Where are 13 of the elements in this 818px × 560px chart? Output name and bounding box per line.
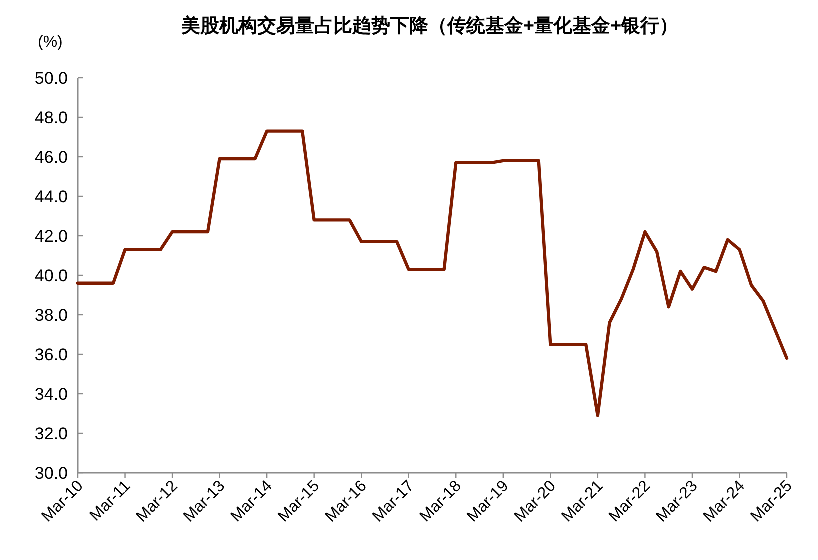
y-tick-label: 30.0 bbox=[34, 464, 68, 483]
y-tick-label: 48.0 bbox=[34, 108, 68, 128]
y-tick-label: 32.0 bbox=[34, 424, 68, 444]
y-tick-label: 34.0 bbox=[34, 385, 68, 404]
y-tick-label: 50.0 bbox=[34, 69, 68, 88]
y-tick-label: 38.0 bbox=[34, 306, 68, 325]
y-tick-label: 40.0 bbox=[34, 266, 68, 286]
y-tick-label: 44.0 bbox=[34, 188, 68, 206]
y-axis-title: (%) bbox=[38, 34, 63, 51]
y-tick-label: 46.0 bbox=[34, 148, 68, 167]
y-tick-label: 36.0 bbox=[34, 346, 68, 364]
y-tick-label: 42.0 bbox=[34, 227, 68, 246]
chart-title: 美股机构交易量占比趋势下降（传统基金+量化基金+银行） bbox=[180, 15, 679, 37]
